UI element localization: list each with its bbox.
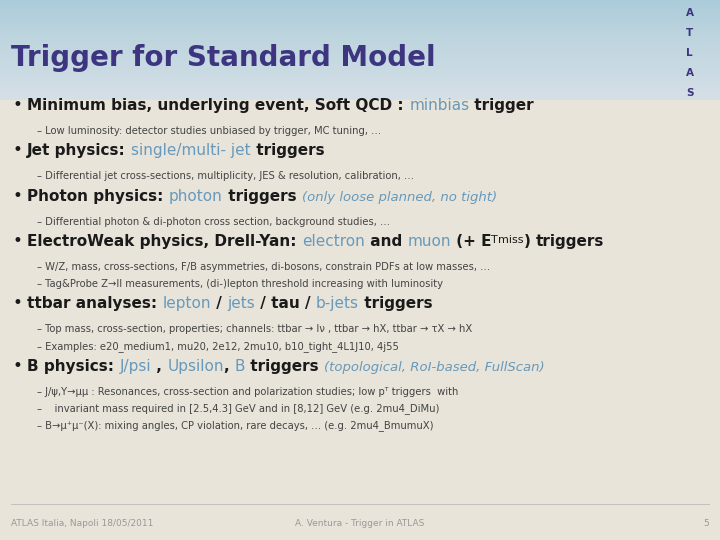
Text: single/multi- jet: single/multi- jet	[131, 143, 251, 158]
Text: lepton: lepton	[163, 296, 211, 312]
Text: /: /	[211, 296, 228, 312]
Text: L: L	[686, 48, 693, 58]
Text: •: •	[13, 96, 23, 114]
Text: minbias: minbias	[409, 98, 469, 113]
Text: – Low luminosity: detector studies unbiased by trigger, MC tuning, …: – Low luminosity: detector studies unbia…	[37, 126, 382, 136]
Text: A: A	[685, 68, 694, 78]
Text: – Examples: e20_medium1, mu20, 2e12, 2mu10, b10_tight_4L1J10, 4j55: – Examples: e20_medium1, mu20, 2e12, 2mu…	[37, 341, 400, 352]
Text: – Differential photon & di-photon cross section, background studies, …: – Differential photon & di-photon cross …	[37, 217, 390, 227]
Text: Upsilon: Upsilon	[167, 359, 224, 374]
Text: B: B	[235, 359, 246, 374]
Text: •: •	[13, 356, 23, 375]
Text: –    invariant mass required in [2.5,4.3] GeV and in [8,12] GeV (e.g. 2mu4_DiMu): – invariant mass required in [2.5,4.3] G…	[37, 403, 440, 414]
Text: – J/ψ,Υ→μμ : Resonances, cross-section and polarization studies; low pᵀ triggers: – J/ψ,Υ→μμ : Resonances, cross-section a…	[37, 387, 459, 396]
Text: ttbar analyses:: ttbar analyses:	[27, 296, 163, 312]
Text: – Top mass, cross-section, properties; channels: ttbar → lν , ttbar → hX, ttbar : – Top mass, cross-section, properties; c…	[37, 325, 473, 334]
Text: T: T	[491, 235, 498, 245]
Text: •: •	[13, 232, 23, 250]
Text: B physics:: B physics:	[27, 359, 120, 374]
Text: ElectroWeak physics, Drell-Yan:: ElectroWeak physics, Drell-Yan:	[27, 234, 302, 249]
Text: – W/Z, mass, cross-sections, F/B asymmetries, di-bosons, constrain PDFs at low m: – W/Z, mass, cross-sections, F/B asymmet…	[37, 262, 490, 272]
Text: •: •	[13, 294, 23, 313]
Text: •: •	[13, 187, 23, 205]
Text: Jet physics:: Jet physics:	[27, 143, 131, 158]
Text: 5: 5	[703, 519, 709, 528]
Text: and: and	[365, 234, 408, 249]
Text: – Tag&Probe Z→ll measurements, (di-)lepton threshold increasing with luminosity: – Tag&Probe Z→ll measurements, (di-)lept…	[37, 279, 444, 289]
Text: S: S	[686, 88, 693, 98]
Text: (+ E: (+ E	[451, 234, 491, 249]
Text: trigger: trigger	[469, 98, 534, 113]
Text: ,: ,	[224, 359, 235, 374]
Text: T: T	[686, 28, 693, 38]
Text: electron: electron	[302, 234, 365, 249]
Text: triggers: triggers	[251, 143, 325, 158]
Text: triggers: triggers	[222, 189, 302, 204]
Text: A: A	[685, 8, 694, 18]
Text: photon: photon	[169, 189, 222, 204]
Text: – Differential jet cross-sections, multiplicity, JES & resolution, calibration, : – Differential jet cross-sections, multi…	[37, 171, 415, 181]
Text: Minimum bias, underlying event, Soft QCD :: Minimum bias, underlying event, Soft QCD…	[27, 98, 409, 113]
Text: muon: muon	[408, 234, 451, 249]
Text: triggers: triggers	[359, 296, 433, 312]
Text: Trigger for Standard Model: Trigger for Standard Model	[11, 44, 436, 72]
Text: triggers: triggers	[536, 234, 604, 249]
Text: ): )	[523, 234, 536, 249]
Text: Photon physics:: Photon physics:	[27, 189, 169, 204]
Text: b-jets: b-jets	[316, 296, 359, 312]
Text: A. Ventura - Trigger in ATLAS: A. Ventura - Trigger in ATLAS	[295, 519, 425, 528]
Text: J/psi: J/psi	[120, 359, 151, 374]
Text: (topological, RoI-based, FullScan): (topological, RoI-based, FullScan)	[324, 361, 545, 374]
Text: – B→μ⁺μ⁻(X): mixing angles, CP violation, rare decays, … (e.g. 2mu4_BmumuX): – B→μ⁺μ⁻(X): mixing angles, CP violation…	[37, 420, 434, 431]
Text: (only loose planned, no tight): (only loose planned, no tight)	[302, 191, 497, 204]
Text: triggers: triggers	[246, 359, 324, 374]
Text: ATLAS Italia, Napoli 18/05/2011: ATLAS Italia, Napoli 18/05/2011	[11, 519, 153, 528]
Text: jets: jets	[228, 296, 255, 312]
Text: / tau /: / tau /	[255, 296, 316, 312]
Text: miss: miss	[498, 235, 523, 245]
Text: ,: ,	[151, 359, 167, 374]
Text: •: •	[13, 141, 23, 159]
